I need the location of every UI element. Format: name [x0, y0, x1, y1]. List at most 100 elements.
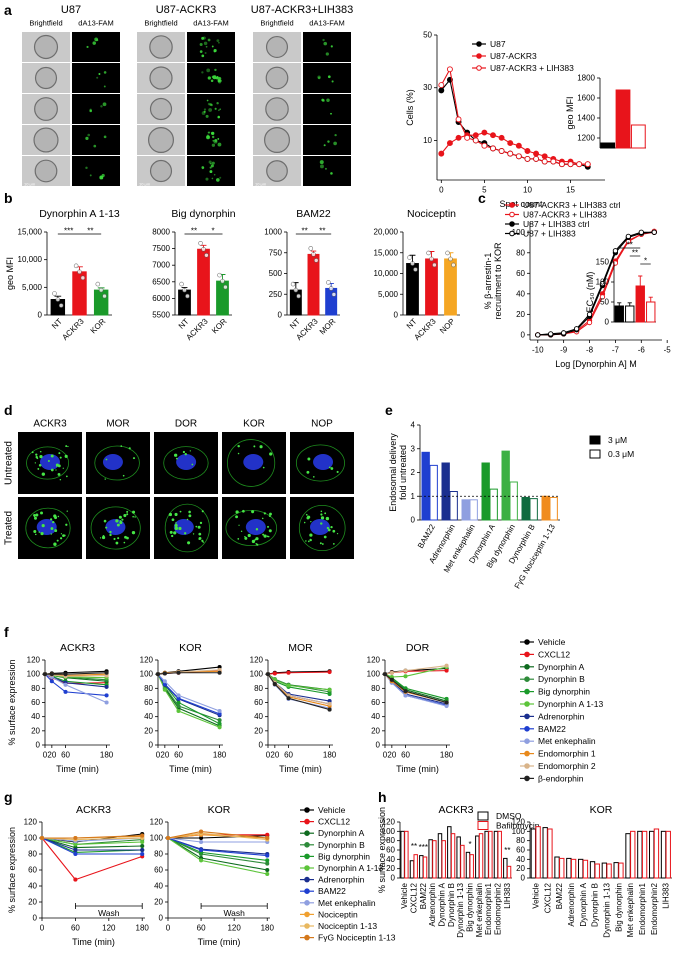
replicate-dot	[95, 281, 101, 287]
vesicle	[198, 536, 202, 540]
data-point	[73, 847, 78, 853]
fluorescence-image	[187, 125, 235, 155]
data-point	[327, 691, 332, 697]
x-tick-label: 180	[213, 751, 227, 760]
vesicle	[307, 457, 311, 461]
bar	[419, 855, 424, 879]
y-tick-label: 40	[31, 712, 40, 721]
y-axis-title: % surface expression	[7, 827, 17, 913]
panel-letter: d	[4, 402, 13, 418]
replicate-dot	[293, 287, 299, 293]
y-tick-label: 80	[371, 684, 380, 693]
legend-label: Vehicle	[538, 637, 566, 647]
x-tick-label: -9	[560, 346, 568, 355]
x-tick-label: 60	[197, 924, 206, 933]
x-tick-label: 20	[387, 751, 396, 760]
data-point	[533, 155, 540, 162]
fluorescent-spot	[101, 173, 105, 178]
vesicle	[119, 520, 122, 522]
y-axis-title: Cells (%)	[405, 89, 415, 126]
legend-marker	[524, 750, 530, 757]
vesicle	[325, 516, 330, 521]
vesicle	[31, 451, 34, 454]
vesicle	[120, 445, 123, 447]
vesicle	[174, 526, 179, 531]
series-line	[157, 673, 220, 727]
vesicle	[123, 541, 126, 544]
cell-outline	[298, 504, 346, 552]
scale-label: 10 μm	[139, 182, 151, 187]
fluorescent-spot	[319, 160, 324, 165]
significance-label: **	[319, 227, 325, 236]
y-axis-title: % surface expression	[377, 807, 387, 893]
vesicle	[201, 539, 204, 542]
data-point	[199, 839, 204, 845]
legend-label: DMSO	[496, 811, 522, 821]
replicate-dot	[448, 256, 453, 262]
bar	[465, 851, 471, 879]
data-point	[63, 682, 68, 687]
bar	[541, 495, 550, 521]
legend-label: Endomorphin 2	[538, 761, 596, 771]
fluorescent-spot	[317, 75, 321, 79]
data-point	[176, 700, 181, 705]
channel-label: Brightfield	[144, 19, 177, 28]
category-label: Dynorphin B	[591, 883, 600, 927]
image-group-label: U87-ACKR3	[156, 4, 217, 16]
vesicle	[104, 478, 106, 480]
legend-label: FγG Nociceptin 1-13	[318, 933, 396, 943]
data-point	[524, 148, 531, 154]
data-point	[265, 861, 270, 866]
legend-marker	[304, 818, 310, 825]
vesicle	[54, 529, 58, 532]
vesicle	[109, 530, 112, 534]
fluorescent-spot	[211, 143, 216, 147]
vesicle	[171, 534, 174, 538]
cell	[264, 127, 290, 153]
data-point	[73, 851, 78, 857]
cell	[34, 97, 58, 121]
legend-marker	[304, 842, 310, 848]
vesicle	[268, 529, 272, 533]
legend-label: Dynorphin B	[538, 674, 585, 684]
error-bar	[627, 302, 632, 306]
legend-marker	[476, 41, 482, 47]
data-point	[651, 229, 657, 235]
data-point	[481, 129, 488, 136]
fluorescent-spot	[205, 45, 208, 48]
data-point	[49, 679, 54, 684]
x-axis-title: Time (min)	[396, 764, 439, 774]
vesicle	[328, 466, 331, 469]
vesicle	[235, 510, 239, 514]
legend-marker	[524, 664, 530, 670]
category-label: ACKR3	[184, 316, 210, 342]
fluorescence-image	[303, 94, 351, 124]
scale-label: 10 μm	[24, 182, 36, 187]
fluorescent-spot	[85, 136, 89, 141]
y-tick-label: 120	[367, 656, 381, 665]
data-point	[104, 684, 109, 689]
error-bar	[617, 302, 622, 306]
data-point	[49, 672, 54, 677]
fluorescent-spot	[323, 144, 326, 147]
image-group-label: U87-ACKR3+LIH383	[251, 4, 353, 16]
category-label: ACKR3	[60, 316, 86, 342]
fluorescent-spot	[214, 139, 218, 142]
legend-marker	[524, 651, 530, 658]
vesicle	[251, 539, 256, 544]
replicate-dot	[98, 287, 104, 293]
chart-title: Nociceptin	[407, 208, 456, 220]
y-tick-label: 100	[596, 278, 610, 287]
vesicle	[310, 520, 312, 523]
replicate-dot	[451, 262, 456, 268]
bar	[441, 840, 446, 879]
legend-marker	[476, 53, 482, 59]
significance-label: **	[632, 249, 638, 258]
data-point	[444, 668, 449, 673]
legend-marker	[524, 775, 530, 782]
vesicle	[174, 512, 178, 517]
legend-label: Nociceptin 1-13	[318, 921, 377, 931]
vesicle	[37, 467, 40, 470]
significance-label: ***	[64, 227, 73, 236]
vesicle	[320, 513, 323, 516]
